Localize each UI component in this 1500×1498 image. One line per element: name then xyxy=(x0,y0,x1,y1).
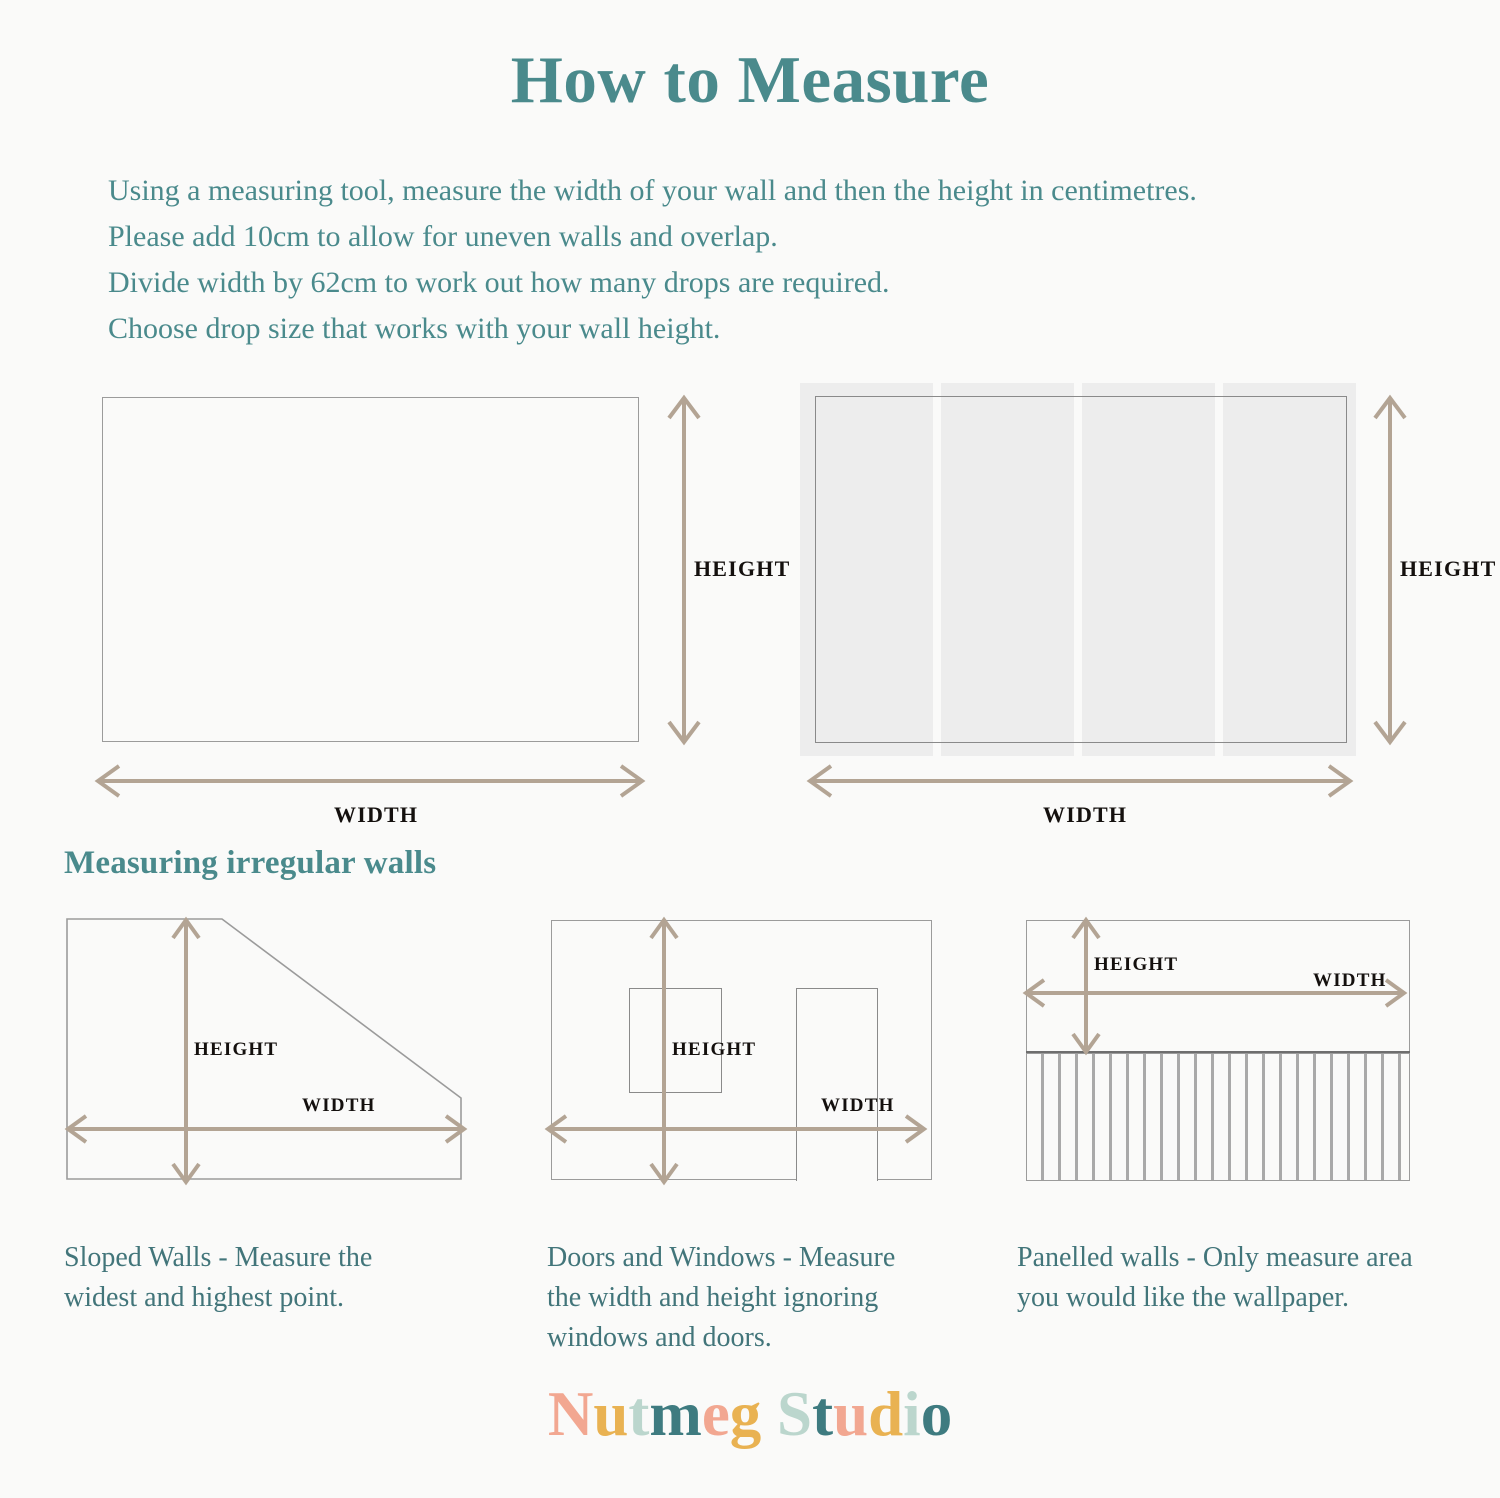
panelled-wall-height-label: HEIGHT xyxy=(1094,954,1179,975)
caption-sloped-walls: Sloped Walls - Measure the widest and hi… xyxy=(64,1242,373,1313)
intro-line-4: Choose drop size that works with your wa… xyxy=(108,312,721,345)
wallpaper-drop xyxy=(1223,383,1356,756)
door-rectangle xyxy=(796,988,878,1181)
logo-letter-4: e xyxy=(701,1379,730,1449)
intro-line-1: Using a measuring tool, measure the widt… xyxy=(108,174,1197,207)
intro-instructions: Using a measuring tool, measure the widt… xyxy=(108,168,1428,352)
caption-panelled-walls: Panelled walls - Only measure area you w… xyxy=(1017,1242,1413,1313)
panel-slat xyxy=(1075,1054,1078,1180)
panel-slat xyxy=(1262,1054,1265,1180)
plain-wall-height-label: HEIGHT xyxy=(694,556,791,581)
brand-logo: Nutmeg Studio xyxy=(0,1378,1500,1451)
panel-slat xyxy=(1143,1054,1146,1180)
wallpaper-drop xyxy=(800,383,933,756)
logo-letter-1: u xyxy=(593,1379,629,1449)
logo-letter-12: o xyxy=(920,1379,953,1449)
logo-letter-10: d xyxy=(868,1379,904,1449)
drops-wall-rectangle xyxy=(815,396,1347,743)
logo-letter-6 xyxy=(761,1379,777,1449)
panel-slat xyxy=(1296,1054,1299,1180)
panel-slat xyxy=(1041,1054,1044,1180)
panel-slat xyxy=(1109,1054,1112,1180)
plain-wall-width-label: WIDTH xyxy=(334,802,419,827)
plain-wall-rectangle xyxy=(102,397,639,742)
page-title: How to Measure xyxy=(510,43,990,117)
wallpaper-drop xyxy=(941,383,1074,756)
logo-letter-9: u xyxy=(833,1379,869,1449)
panel-slat xyxy=(1177,1054,1180,1180)
wallpaper-drop xyxy=(1082,383,1215,756)
panel-slat xyxy=(1245,1054,1248,1180)
drops-wall-height-label: HEIGHT xyxy=(1400,556,1497,581)
panel-slat xyxy=(1364,1054,1367,1180)
panel-slat xyxy=(1211,1054,1214,1180)
doors-windows-height-label: HEIGHT xyxy=(672,1039,757,1060)
panel-slat xyxy=(1398,1054,1401,1180)
window-rectangle xyxy=(629,988,722,1093)
panel-dado-rail xyxy=(1026,1051,1410,1053)
intro-line-3: Divide width by 62cm to work out how man… xyxy=(108,266,890,299)
panel-slat xyxy=(1194,1054,1197,1180)
sloped-wall-width-label: WIDTH xyxy=(302,1095,376,1116)
logo-letter-2: t xyxy=(628,1379,650,1449)
caption-doors-windows: Doors and Windows - Measure the width an… xyxy=(547,1242,896,1353)
panel-slat xyxy=(1228,1054,1231,1180)
logo-letter-8: t xyxy=(812,1379,834,1449)
panel-slat xyxy=(1279,1054,1282,1180)
panelled-wall-width-label: WIDTH xyxy=(1313,970,1387,991)
logo-letter-7: S xyxy=(777,1379,813,1449)
sloped-wall-height-label: HEIGHT xyxy=(194,1039,279,1060)
logo-letter-3: m xyxy=(649,1379,702,1449)
section-subheading: Measuring irregular walls xyxy=(64,845,437,881)
panel-slat xyxy=(1160,1054,1163,1180)
logo-letter-11: i xyxy=(903,1379,921,1449)
drops-wall-width-label: WIDTH xyxy=(1043,802,1128,827)
panel-slat xyxy=(1347,1054,1350,1180)
doors-windows-width-label: WIDTH xyxy=(821,1095,895,1116)
panel-slat xyxy=(1058,1054,1061,1180)
panel-slat xyxy=(1381,1054,1384,1180)
panel-slat xyxy=(1126,1054,1129,1180)
panel-slat xyxy=(1330,1054,1333,1180)
logo-letter-0: N xyxy=(547,1379,594,1449)
panel-slat xyxy=(1092,1054,1095,1180)
panelled-wall-lower-rectangle xyxy=(1026,1053,1410,1181)
doors-windows-wall-rectangle xyxy=(551,920,932,1180)
panel-slat xyxy=(1313,1054,1316,1180)
intro-line-2: Please add 10cm to allow for uneven wall… xyxy=(108,220,778,253)
logo-letter-5: g xyxy=(729,1379,762,1449)
